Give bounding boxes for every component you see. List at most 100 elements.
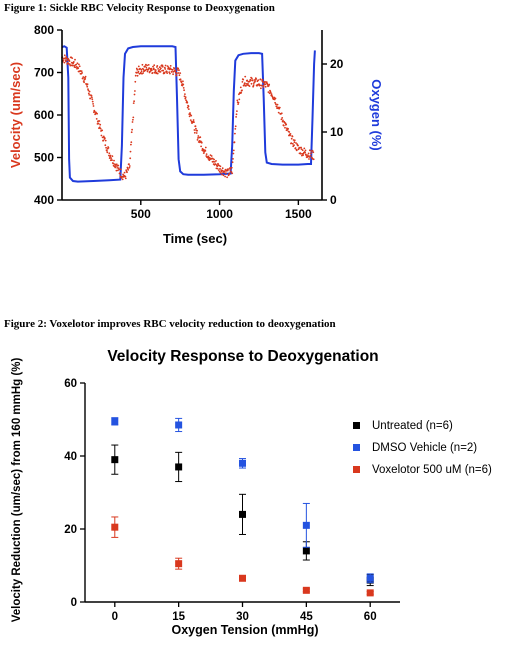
velocity-point	[274, 101, 276, 104]
velocity-point	[248, 85, 251, 87]
velocity-point	[128, 163, 130, 166]
velocity-point	[252, 83, 255, 85]
velocity-point	[219, 172, 222, 174]
velocity-point	[63, 54, 66, 57]
velocity-point	[176, 72, 178, 74]
velocity-point	[119, 172, 121, 175]
velocity-point	[246, 79, 249, 82]
velocity-point	[178, 69, 180, 72]
velocity-point	[65, 56, 68, 58]
velocity-point	[115, 163, 118, 166]
data-point-marker	[302, 547, 310, 555]
velocity-point	[218, 170, 221, 173]
velocity-point	[282, 124, 285, 127]
velocity-point	[196, 129, 199, 132]
velocity-point	[111, 155, 114, 158]
velocity-point	[177, 67, 180, 70]
velocity-point	[264, 85, 267, 88]
velocity-point	[76, 62, 79, 65]
velocity-point	[166, 72, 169, 74]
velocity-point	[147, 68, 150, 71]
velocity-point	[91, 100, 94, 103]
velocity-point	[137, 65, 140, 68]
velocity-point	[129, 157, 132, 160]
velocity-point	[128, 165, 131, 167]
velocity-point	[162, 69, 165, 72]
velocity-point	[182, 83, 185, 86]
velocity-point	[269, 91, 272, 94]
velocity-point	[254, 80, 256, 83]
velocity-point	[276, 103, 279, 106]
oxygen-series-line	[61, 45, 316, 183]
velocity-point	[78, 63, 80, 66]
velocity-point	[204, 150, 207, 152]
velocity-point	[118, 168, 120, 171]
velocity-point	[234, 132, 236, 135]
velocity-point	[224, 168, 227, 171]
y-axis-label-right: Oxygen (%)	[369, 79, 384, 151]
data-point-marker	[111, 523, 119, 531]
velocity-point	[235, 113, 238, 116]
velocity-point	[164, 68, 167, 70]
x-axis-label-2: Oxygen Tension (mmHg)	[171, 623, 318, 637]
velocity-point	[266, 83, 269, 86]
velocity-point	[115, 165, 117, 168]
velocity-oxygen-chart: 400 500 600 700 800 0 10 20 500 1000 1500 Time (se…	[8, 23, 384, 246]
velocity-point	[172, 73, 175, 76]
velocity-point	[117, 164, 120, 167]
velocity-point	[237, 101, 240, 104]
data-point-marker	[302, 521, 310, 529]
legend-2: Untreated (n=6) DMSO Vehicle (n=2) Voxelot…	[353, 420, 492, 476]
velocity-point	[89, 97, 92, 100]
velocity-point	[112, 162, 115, 165]
velocity-point	[179, 72, 182, 74]
velocity-point	[110, 157, 113, 160]
legend-marker	[353, 466, 360, 473]
velocity-point	[90, 94, 93, 97]
velocity-point	[281, 117, 284, 119]
velocity-point	[244, 75, 247, 78]
velocity-point	[309, 154, 312, 157]
velocity-point	[67, 58, 70, 60]
velocity-point	[171, 69, 174, 71]
velocity-point	[291, 135, 294, 138]
y-tick-label-right: 0	[330, 193, 337, 207]
data-point-marker	[239, 574, 246, 582]
velocity-point	[280, 112, 283, 115]
velocity-point	[258, 84, 261, 86]
velocity-point	[184, 93, 186, 95]
velocity-point	[114, 166, 117, 169]
velocity-point	[92, 103, 94, 105]
velocity-point	[290, 142, 293, 145]
velocity-point	[108, 154, 110, 157]
data-point-marker	[239, 459, 246, 467]
velocity-point	[101, 136, 104, 139]
velocity-point	[129, 150, 132, 153]
velocity-point	[104, 139, 107, 142]
axes-2: 0 20 40 60 0 15 30 45 60	[64, 378, 400, 623]
velocity-point	[126, 171, 128, 174]
velocity-point	[277, 111, 280, 114]
y-tick-label-2: 0	[71, 597, 77, 609]
velocity-point	[225, 172, 227, 175]
velocity-point	[221, 173, 223, 176]
velocity-point	[235, 116, 238, 118]
velocity-point	[65, 60, 67, 63]
velocity-point	[132, 116, 135, 119]
velocity-point	[84, 75, 87, 78]
y-tick-label-left: 400	[34, 193, 54, 207]
y-axis-label-left: Velocity (um/sec)	[8, 62, 23, 168]
velocity-point	[260, 84, 263, 87]
velocity-point	[75, 63, 78, 66]
velocity-point	[197, 135, 200, 137]
velocity-point	[222, 174, 225, 177]
velocity-point	[183, 89, 186, 92]
velocity-point	[217, 169, 220, 172]
velocity-point	[77, 67, 80, 70]
velocity-point	[200, 141, 203, 144]
velocity-point	[290, 137, 293, 140]
velocity-point	[91, 96, 93, 99]
velocity-point	[304, 151, 306, 154]
velocity-point	[108, 157, 111, 160]
velocity-point	[101, 129, 104, 132]
